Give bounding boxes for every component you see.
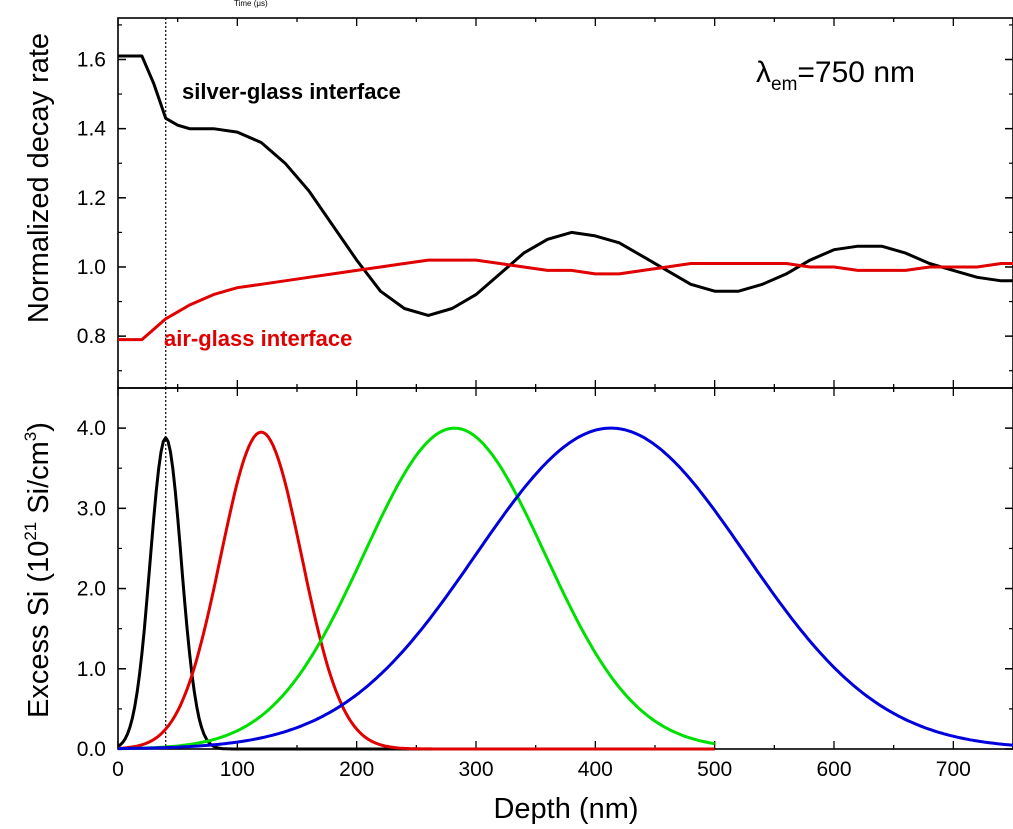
excess-si-profile-red [117,430,715,751]
ylabel-exponent: 21 [21,522,40,541]
bottom-x-tick-label: 700 [936,758,971,781]
bottom-y-tick-label: 4.0 [77,417,106,440]
ylabel-exponent-2: 3 [21,432,40,441]
excess-si-profile-black [117,436,715,751]
top-y-tick-label: 1.2 [77,187,106,210]
air-glass-annotation: air-glass interface [164,326,352,351]
emission-wavelength-label: λem=750 nm [756,56,915,95]
excess-si-profile-green [117,426,716,751]
excess-si-profile-blue [118,426,1013,751]
depth-x-axis-title: Depth (nm) [493,793,638,825]
excess-si-y-axis-title: Excess Si (1021 Si/cm3) [21,422,55,718]
lambda-symbol: λ [756,56,771,89]
silver-glass-annotation: silver-glass interface [182,79,401,104]
decay-rate-y-axis-title: Normalized decay rate [23,33,55,323]
top-y-tick-label: 1.6 [77,48,106,71]
top-y-tick-label: 1.4 [77,118,107,141]
lambda-value: =750 nm [797,56,915,89]
ylabel-prefix: Excess Si (10 [23,541,55,718]
top-y-tick-label: 0.8 [77,325,106,348]
decay-rate-panel: 0.8 1.0 1.2 1.4 1.6 Normalized decay rate si… [23,17,1013,389]
bottom-x-tick-label: 600 [816,758,851,781]
excess-si-panel: 0.0 1.0 2.0 3.0 4.0 0 100 200 300 400 500 600 700 Ex… [21,387,1013,825]
bottom-x-tick-label: 400 [578,758,613,781]
cropped-axis-label: Time (μs) [234,0,268,8]
bottom-x-tick-label: 300 [458,758,493,781]
air-glass-decay-line [118,258,1013,342]
bottom-x-tick-label: 200 [339,758,374,781]
bottom-x-tick-label: 500 [697,758,732,781]
bottom-x-tick-label: 0 [112,758,124,781]
ylabel-mid: Si/cm [23,441,55,522]
bottom-y-tick-label: 2.0 [77,578,106,601]
lambda-subscript: em [771,74,797,95]
bottom-x-tick-label: 100 [220,758,255,781]
ylabel-suffix: ) [23,422,55,432]
silver-glass-decay-line [118,54,1013,317]
bottom-y-tick-label: 1.0 [77,658,106,681]
bottom-y-tick-label: 3.0 [77,497,106,520]
bottom-y-tick-label: 0.0 [77,738,106,761]
top-y-tick-label: 1.0 [77,256,106,279]
